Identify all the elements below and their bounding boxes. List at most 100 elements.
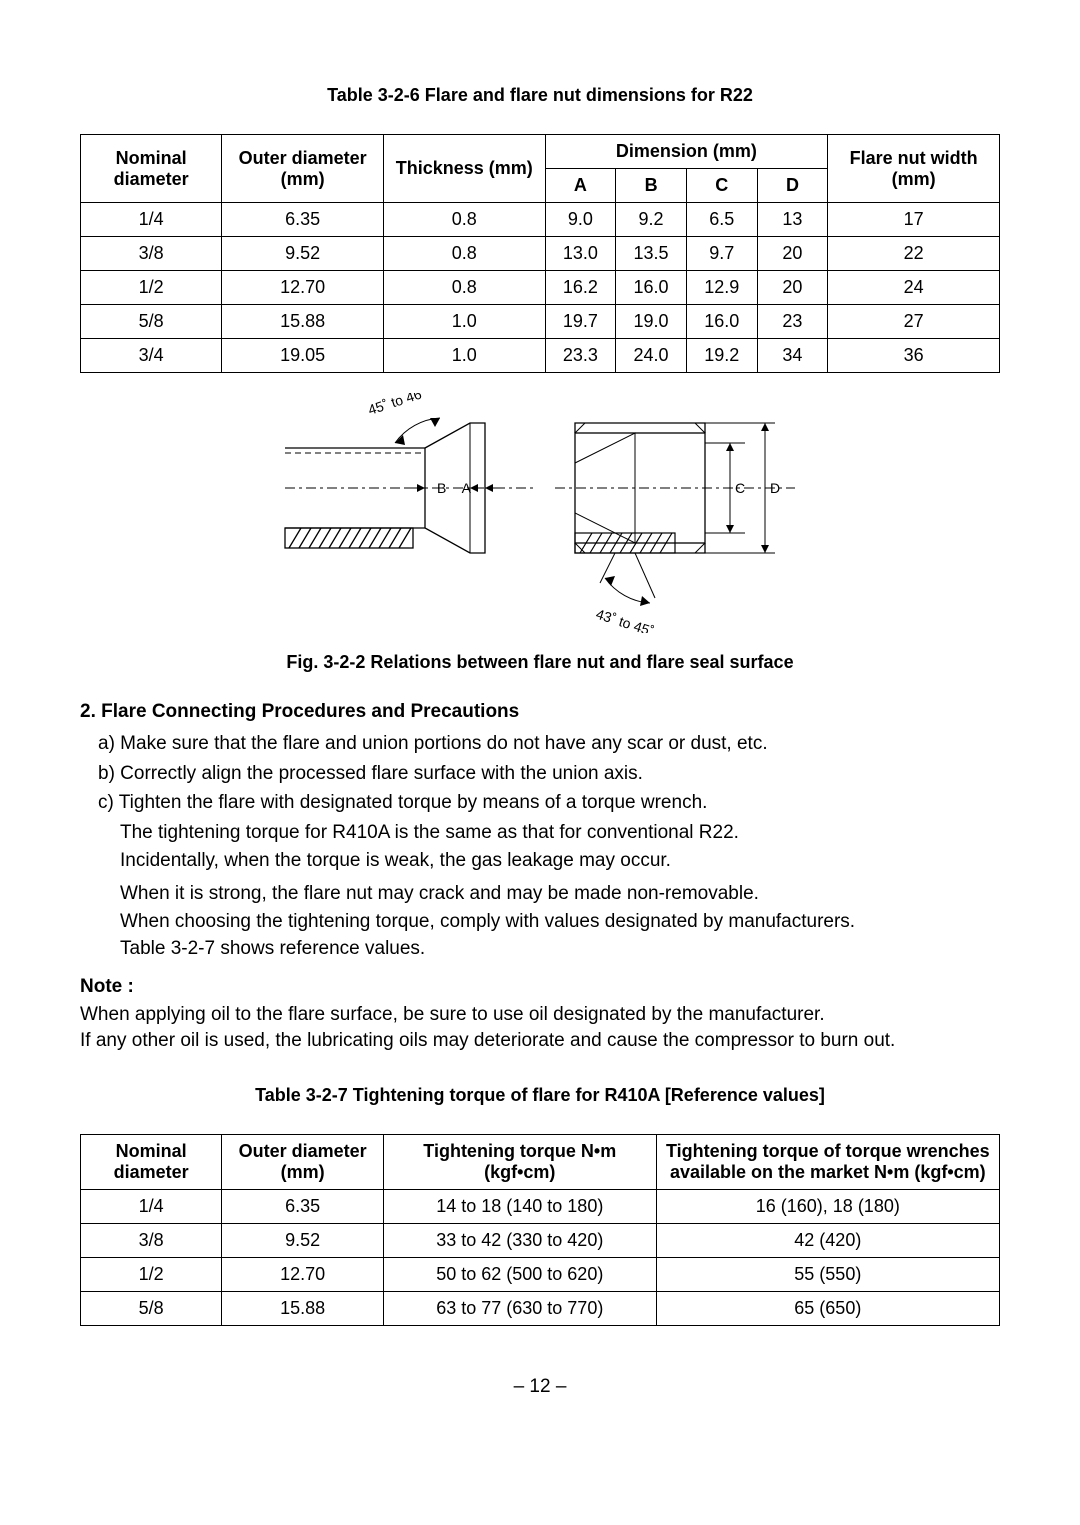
section-title: 2. Flare Connecting Procedures and Preca…: [80, 701, 1000, 723]
cell: 6.35: [222, 1190, 384, 1224]
cell: 42 (420): [656, 1224, 999, 1258]
flare-figure: 45˚ to 46˚ B A: [80, 393, 1000, 638]
figure-caption: Fig. 3-2-2 Relations between flare nut a…: [80, 652, 1000, 673]
cell: 12.70: [222, 271, 384, 305]
cell: 1/2: [81, 1258, 222, 1292]
note-label: Note :: [80, 976, 1000, 998]
page: Table 3-2-6 Flare and flare nut dimensio…: [0, 0, 1080, 1525]
cell: 23: [757, 305, 828, 339]
col-torque-wrench: Tightening torque of torque wrenches ava…: [656, 1135, 999, 1190]
cell: 6.35: [222, 203, 384, 237]
table-row: 5/815.8863 to 77 (630 to 770)65 (650): [81, 1292, 1000, 1326]
cell: 19.05: [222, 339, 384, 373]
cell: 16.0: [686, 305, 757, 339]
table-row: 3/89.520.813.013.59.72022: [81, 237, 1000, 271]
cell: 3/8: [81, 1224, 222, 1258]
col-flarenut: Flare nut width (mm): [828, 135, 1000, 203]
item-c-sub1: The tightening torque for R410A is the s…: [80, 820, 1000, 846]
table1-caption: Table 3-2-6 Flare and flare nut dimensio…: [80, 85, 1000, 106]
angle-43-45-label: 43˚ to 45˚: [594, 606, 656, 633]
cell: 19.7: [545, 305, 616, 339]
cell: 16.0: [616, 271, 687, 305]
cell: 16 (160), 18 (180): [656, 1190, 999, 1224]
note-line2: If any other oil is used, the lubricatin…: [80, 1028, 1000, 1054]
cell: 9.52: [222, 237, 384, 271]
table-header-row: Nominal diameter Outer diameter (mm) Thi…: [81, 135, 1000, 169]
cell: 0.8: [383, 237, 545, 271]
cell: 0.8: [383, 203, 545, 237]
col-torque: Tightening torque N•m (kgf•cm): [383, 1135, 656, 1190]
dim-c-label: C: [735, 480, 745, 496]
cell: 1.0: [383, 339, 545, 373]
col-outer-diameter: Outer diameter (mm): [222, 135, 384, 203]
col-d: D: [757, 169, 828, 203]
col-c: C: [686, 169, 757, 203]
cell: 6.5: [686, 203, 757, 237]
cell: 14 to 18 (140 to 180): [383, 1190, 656, 1224]
cell: 3/8: [81, 237, 222, 271]
table-row: 1/46.3514 to 18 (140 to 180)16 (160), 18…: [81, 1190, 1000, 1224]
page-number: – 12 –: [80, 1376, 1000, 1398]
table-row: 1/46.350.89.09.26.51317: [81, 203, 1000, 237]
note-line1: When applying oil to the flare surface, …: [80, 1002, 1000, 1028]
cell: 63 to 77 (630 to 770): [383, 1292, 656, 1326]
flare-dimensions-table: Nominal diameter Outer diameter (mm) Thi…: [80, 134, 1000, 373]
table-row: 5/815.881.019.719.016.02327: [81, 305, 1000, 339]
cell: 33 to 42 (330 to 420): [383, 1224, 656, 1258]
cell: 65 (650): [656, 1292, 999, 1326]
cell: 13.0: [545, 237, 616, 271]
cell: 13.5: [616, 237, 687, 271]
dim-a-label: A: [462, 480, 472, 496]
item-a: a) Make sure that the flare and union po…: [80, 731, 1000, 757]
cell: 9.52: [222, 1224, 384, 1258]
cell: 23.3: [545, 339, 616, 373]
cell: 50 to 62 (500 to 620): [383, 1258, 656, 1292]
table-row: 1/212.700.816.216.012.92024: [81, 271, 1000, 305]
col-thickness: Thickness (mm): [383, 135, 545, 203]
cell: 9.2: [616, 203, 687, 237]
cell: 55 (550): [656, 1258, 999, 1292]
cell: 20: [757, 237, 828, 271]
cell: 13: [757, 203, 828, 237]
dim-d-label: D: [770, 480, 780, 496]
cell: 0.8: [383, 271, 545, 305]
item-c-sub5: Table 3-2-7 shows reference values.: [80, 936, 1000, 962]
table-row: 1/212.7050 to 62 (500 to 620)55 (550): [81, 1258, 1000, 1292]
col-a: A: [545, 169, 616, 203]
cell: 9.0: [545, 203, 616, 237]
item-c: c) Tighten the flare with designated tor…: [80, 790, 1000, 816]
col-outer-diameter: Outer diameter (mm): [222, 1135, 384, 1190]
torque-table: Nominal diameter Outer diameter (mm) Tig…: [80, 1134, 1000, 1326]
table-row: 3/89.5233 to 42 (330 to 420)42 (420): [81, 1224, 1000, 1258]
cell: 1/4: [81, 203, 222, 237]
cell: 19.0: [616, 305, 687, 339]
item-c-sub4: When choosing the tightening torque, com…: [80, 909, 1000, 935]
cell: 20: [757, 271, 828, 305]
col-nominal: Nominal diameter: [81, 135, 222, 203]
table-header-row: Nominal diameter Outer diameter (mm) Tig…: [81, 1135, 1000, 1190]
cell: 12.70: [222, 1258, 384, 1292]
cell: 3/4: [81, 339, 222, 373]
item-b: b) Correctly align the processed flare s…: [80, 761, 1000, 787]
cell: 1/2: [81, 271, 222, 305]
cell: 16.2: [545, 271, 616, 305]
angle-45-46-label: 45˚ to 46˚: [366, 393, 428, 418]
cell: 1/4: [81, 1190, 222, 1224]
cell: 15.88: [222, 305, 384, 339]
cell: 36: [828, 339, 1000, 373]
cell: 27: [828, 305, 1000, 339]
cell: 24.0: [616, 339, 687, 373]
col-b: B: [616, 169, 687, 203]
cell: 19.2: [686, 339, 757, 373]
table-row: 3/419.051.023.324.019.23436: [81, 339, 1000, 373]
cell: 1.0: [383, 305, 545, 339]
cell: 34: [757, 339, 828, 373]
cell: 9.7: [686, 237, 757, 271]
col-nominal: Nominal diameter: [81, 1135, 222, 1190]
dim-b-label: B: [437, 480, 446, 496]
cell: 5/8: [81, 305, 222, 339]
cell: 15.88: [222, 1292, 384, 1326]
col-dimension: Dimension (mm): [545, 135, 828, 169]
item-c-sub2: Incidentally, when the torque is weak, t…: [80, 848, 1000, 874]
cell: 17: [828, 203, 1000, 237]
